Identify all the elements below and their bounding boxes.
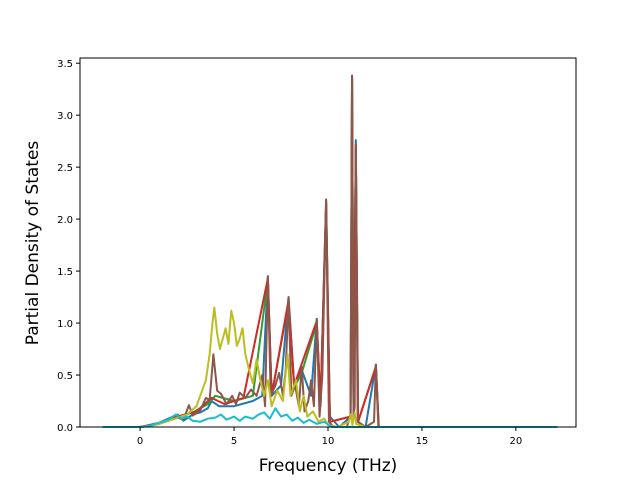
x-tick-label: 0	[137, 436, 143, 447]
series-line-3	[102, 75, 558, 428]
series-layer	[102, 74, 558, 428]
y-tick-label: 0.0	[57, 423, 73, 434]
y-axis-label: Partial Density of States	[23, 141, 43, 346]
series-line-6	[102, 407, 558, 428]
x-axis-ticks: 0 5 10 15 20	[137, 427, 522, 447]
x-axis-label: Frequency (THz)	[259, 456, 398, 476]
y-tick-label: 0.5	[57, 371, 73, 382]
x-tick-label: 10	[322, 436, 335, 447]
y-tick-label: 3.0	[57, 111, 73, 122]
y-tick-label: 3.5	[57, 59, 73, 70]
x-tick-label: 15	[416, 436, 429, 447]
y-tick-label: 2.0	[57, 215, 73, 226]
x-tick-label: 5	[231, 436, 237, 447]
axes-frame	[79, 57, 577, 428]
x-tick-label: 20	[510, 436, 523, 447]
y-tick-label: 1.0	[57, 319, 73, 330]
y-tick-label: 2.5	[57, 163, 73, 174]
y-axis-ticks: 0.0 0.5 1.0 1.5 2.0 2.5 3.0 3.5	[57, 59, 80, 434]
y-tick-label: 1.5	[57, 267, 73, 278]
